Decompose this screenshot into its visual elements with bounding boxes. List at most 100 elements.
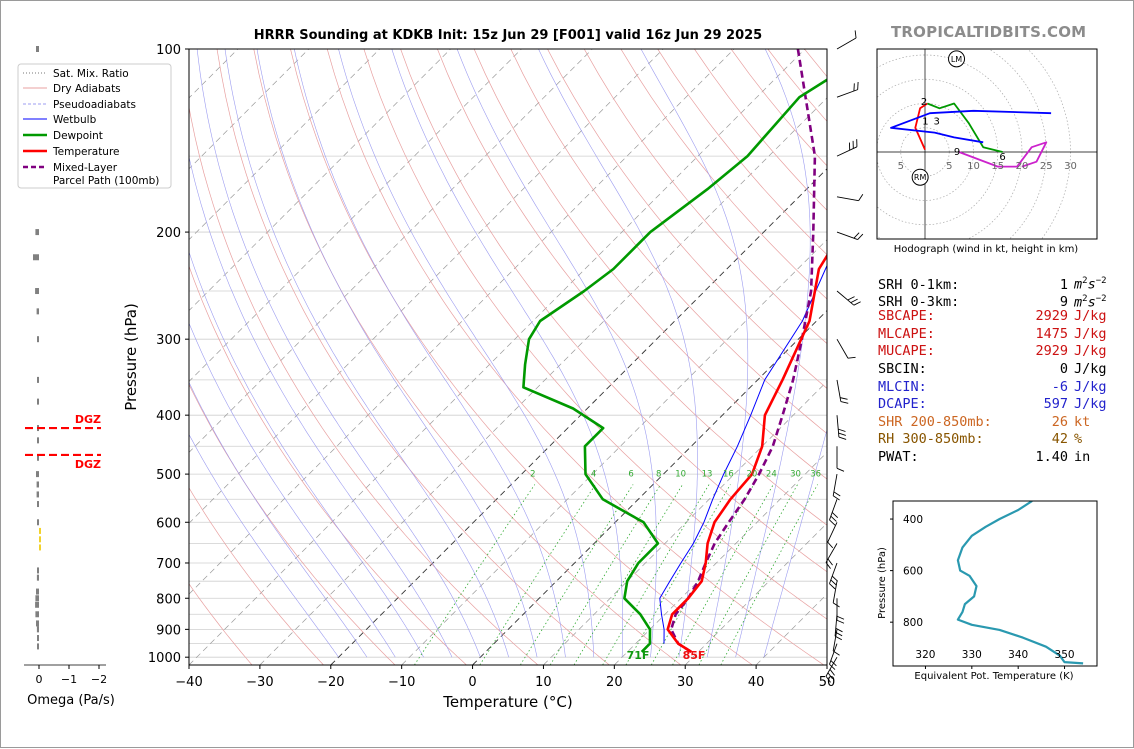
omega-bar (35, 288, 39, 294)
mixing-ratio-label: 24 (766, 470, 777, 480)
param-label: PWAT: (878, 449, 996, 467)
pseudoadiabat (339, 49, 594, 657)
param-label: MLCIN: (878, 379, 996, 397)
y-tick-label: 900 (156, 623, 181, 638)
omega-bar (35, 602, 39, 608)
y-tick-label: 600 (156, 516, 181, 531)
dgz-label: DGZ (75, 413, 101, 426)
param-unit: in (1068, 449, 1090, 467)
param-value: 597 (996, 396, 1068, 414)
mixing-ratio-label: 4 (591, 470, 596, 480)
legend-label: Temperature (52, 146, 120, 158)
theta-y-tick-label: 600 (903, 566, 923, 578)
wind-barb (837, 598, 844, 623)
omega-bar (39, 528, 41, 534)
param-label: MLCAPE: (878, 326, 996, 344)
wind-barb (833, 474, 844, 500)
theta-y-tick-label: 800 (903, 617, 923, 629)
param-value: 2929 (996, 343, 1068, 361)
omega-bar (36, 471, 39, 477)
wind-barb (837, 446, 844, 471)
hodo-tick-label: 5 (898, 161, 904, 172)
mixing-ratio-label: 2 (530, 470, 535, 480)
pseudoadiabat (225, 49, 509, 657)
y-tick-label: 1000 (148, 651, 181, 666)
hodo-tick-label: 10 (967, 161, 980, 172)
omega-bar (35, 229, 39, 235)
omega-tick-label: −1 (61, 673, 77, 686)
hodo-height-label: 1 (922, 116, 928, 127)
pseudoadiabat (172, 49, 452, 657)
param-value: 42 (996, 431, 1068, 449)
isotherm-line (189, 49, 805, 665)
y-tick-label: 800 (156, 592, 181, 607)
isotherm-line (260, 49, 876, 665)
y-tick-label: 100 (156, 43, 181, 58)
param-label: MUCAPE: (878, 343, 996, 361)
hodo-title: Hodograph (wind in kt, height in km) (894, 244, 1079, 255)
param-unit: J/kg (1068, 379, 1107, 397)
param-unit: J/kg (1068, 361, 1107, 379)
omega-bar (37, 635, 39, 641)
param-label: RH 300-850mb: (878, 431, 996, 449)
legend-label: Parcel Path (100mb) (53, 175, 159, 187)
isotherm-line (118, 49, 734, 665)
legend-label: Pseudoadiabats (53, 99, 136, 111)
dgz-label: DGZ (75, 458, 101, 471)
y-tick-label: 500 (156, 468, 181, 483)
wind-barb (834, 30, 859, 49)
mixing-ratio-line (480, 485, 596, 666)
omega-bar (37, 437, 39, 443)
omega-bar (37, 377, 39, 383)
param-unit: J/kg (1068, 326, 1107, 344)
y-tick-label: 300 (156, 333, 181, 348)
hodo-tick-label: 5 (946, 161, 952, 172)
mixing-ratio-line (626, 485, 731, 666)
x-tick-label: 30 (677, 675, 694, 690)
param-unit: J/kg (1068, 396, 1107, 414)
dry-adiabat (180, 49, 538, 665)
pseudoadiabat (150, 49, 424, 657)
y-tick-label: 400 (156, 409, 181, 424)
wind-barb (828, 644, 843, 670)
hodo-height-label: 9 (954, 147, 960, 158)
surface-dewpoint-label: 71F (627, 649, 650, 662)
wind-barb (837, 286, 861, 307)
omega-bar (36, 620, 39, 626)
theta-x-tick-label: 320 (915, 649, 935, 661)
theta-e-profile (958, 501, 1083, 663)
theta-y-tick-label: 400 (903, 514, 923, 526)
omega-tick-label: −2 (91, 673, 107, 686)
theta-frame (893, 501, 1097, 666)
wind-barb (837, 226, 863, 241)
y-tick-label: 700 (156, 557, 181, 572)
hodo-height-label: 2 (921, 97, 927, 108)
param-label: SHR 200-850mb: (878, 414, 996, 432)
omega-bar (37, 519, 39, 525)
wind-barb (837, 336, 856, 361)
x-axis-label: Temperature (°C) (442, 693, 572, 711)
wind-barb (837, 379, 848, 405)
x-tick-label: −10 (388, 675, 415, 690)
theta-x-tick-label: 350 (1055, 649, 1075, 661)
param-label: SBCIN: (878, 361, 996, 379)
dry-adiabat (144, 49, 467, 665)
pseudoadiabat (764, 49, 889, 657)
profile-mixed-layer-parcel-path-100mb- (671, 49, 815, 652)
mixing-ratio-label: 10 (675, 470, 686, 480)
omega-bar (37, 575, 39, 581)
omega-bar (37, 567, 39, 573)
omega-bar (35, 611, 39, 617)
legend-label: Sat. Mix. Ratio (53, 68, 129, 80)
mixing-ratio-label: 8 (656, 470, 661, 480)
param-unit: J/kg (1068, 308, 1107, 326)
mixing-ratio-line (574, 485, 683, 666)
